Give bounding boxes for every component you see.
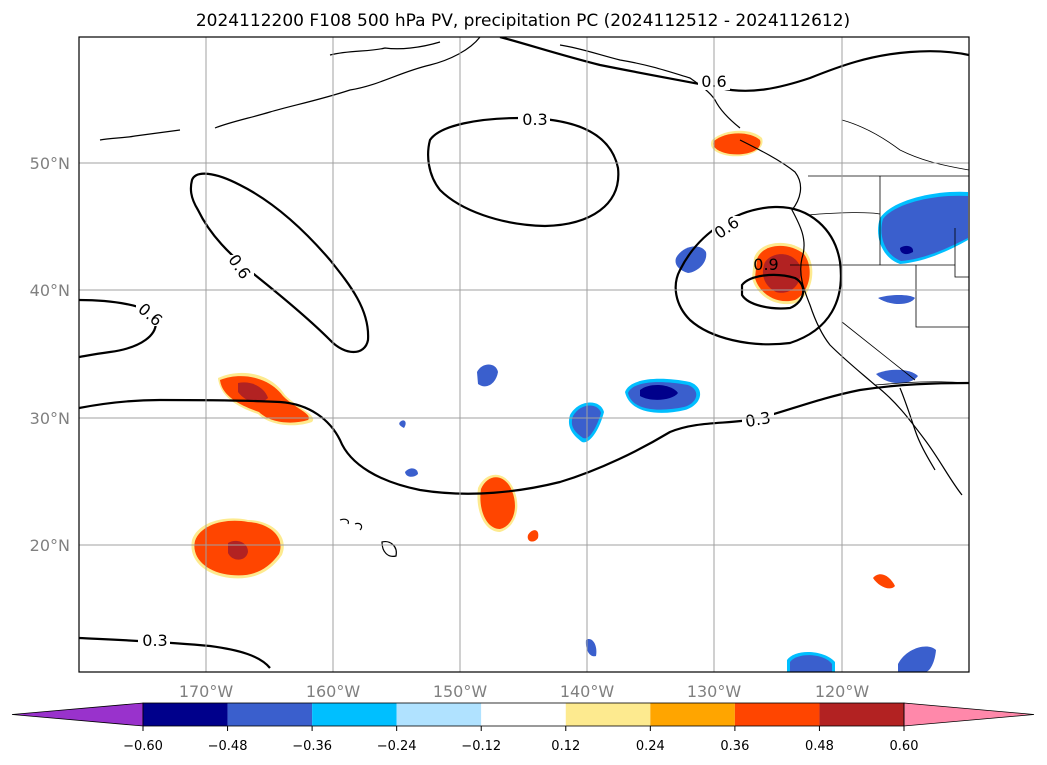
lat-tick-40n: 40°N [30, 281, 70, 300]
lat-tick-labels: 50°N 40°N 30°N 20°N [30, 154, 70, 555]
lon-tick-130w: 130°W [687, 682, 742, 701]
colorbar-tick-label: −0.48 [208, 739, 248, 754]
colorbar-segment [312, 703, 397, 726]
colorbar-tick-label: −0.60 [123, 739, 163, 754]
contour-label-0p3-sw: 0.3 [142, 631, 167, 650]
colorbar-segment [565, 703, 651, 726]
colorbar-extend-high [903, 702, 1035, 727]
colorbar-extend-low [11, 702, 144, 727]
colorbar-tick-label: −0.24 [377, 739, 417, 754]
lat-tick-20n: 20°N [30, 536, 70, 555]
colorbar-tick-label: 0.12 [551, 739, 580, 754]
lon-tick-170w: 170°W [179, 682, 234, 701]
pv-contours [79, 37, 969, 669]
colorbar-segment [734, 703, 820, 726]
lon-tick-labels: 170°W 160°W 150°W 140°W 130°W 120°W [179, 682, 870, 701]
lon-tick-120w: 120°W [815, 682, 870, 701]
colorbar-tick-label: −0.12 [461, 739, 501, 754]
gridlines [79, 37, 969, 672]
map-panel: 0.3 0.6 0.6 0.6 0.6 0.9 0.3 0.3 [78, 36, 970, 673]
colorbar-tick-label: −0.36 [292, 739, 332, 754]
colorbar-tick-label: 0.60 [890, 739, 919, 754]
colorbar: −0.60 −0.48 −0.36 −0.24 −0.12 0.12 0.24 0.36 0.4… [11, 702, 1035, 754]
colorbar-tick-label: 0.24 [636, 739, 665, 754]
colorbar-tick-label: 0.36 [720, 739, 749, 754]
colorbar-segment [227, 703, 313, 726]
lat-tick-50n: 50°N [30, 154, 70, 173]
lon-tick-150w: 150°W [433, 682, 488, 701]
lat-tick-30n: 30°N [30, 409, 70, 428]
colorbar-segment [481, 703, 566, 726]
contour-label-0p9: 0.9 [753, 255, 778, 274]
contour-label-0p3-north: 0.3 [522, 110, 547, 129]
colorbar-ticks: −0.60 −0.48 −0.36 −0.24 −0.12 0.12 0.24 0.36 0.4… [123, 726, 918, 754]
contour-label-0p3-south: 0.3 [744, 408, 772, 431]
precip-positive-areas [191, 130, 895, 589]
map-title: 2024112200 F108 500 hPa PV, precipitatio… [196, 11, 850, 31]
lon-tick-160w: 160°W [306, 682, 361, 701]
colorbar-segment [396, 703, 482, 726]
colorbar-segment [650, 703, 735, 726]
lon-tick-140w: 140°W [560, 682, 615, 701]
colorbar-segment [819, 703, 904, 726]
map-frame [78, 36, 970, 673]
colorbar-tick-label: 0.48 [805, 739, 834, 754]
colorbar-segment [143, 703, 228, 726]
colorbar-segments [11, 702, 1035, 727]
colorbar-frame [142, 702, 905, 727]
precip-negative-areas [399, 191, 968, 672]
coastlines [99, 37, 963, 557]
map-background [79, 37, 969, 672]
